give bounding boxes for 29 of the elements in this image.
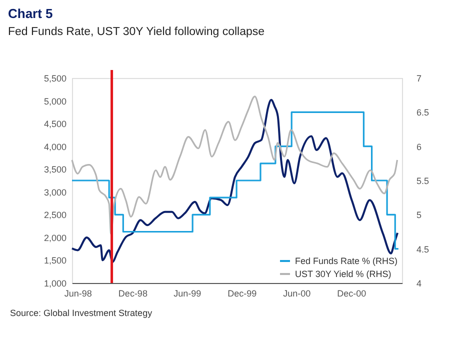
x-tick-label: Jun-98 — [64, 288, 92, 298]
x-tick-label: Jun-00 — [283, 288, 311, 298]
y2-tick-label: 7 — [416, 74, 422, 84]
y-tick-label: 3,500 — [44, 164, 66, 175]
chart-title: Chart 5 — [8, 6, 53, 21]
y-tick-label: 5,500 — [44, 74, 66, 84]
y2-tick-label: 5 — [416, 210, 422, 220]
y2-tick-label: 5.5 — [416, 176, 430, 186]
x-tick-label: Dec-98 — [118, 288, 148, 298]
y-tick-label: 4,500 — [44, 119, 66, 130]
y-tick-label: 4,000 — [44, 142, 66, 152]
y2-tick-label: 4.5 — [416, 244, 430, 254]
legend-label: UST 30Y Yield % (RHS) — [295, 269, 392, 279]
y2-tick-label: 6.5 — [416, 108, 430, 118]
y-tick-label: 3,000 — [44, 187, 66, 198]
x-tick-label: Dec-00 — [337, 288, 366, 298]
y-tick-label: 2,000 — [44, 232, 66, 243]
y-tick-label: 2,500 — [44, 210, 66, 220]
y2-tick-label: 6 — [416, 142, 422, 152]
y-tick-label: 5,000 — [44, 96, 66, 106]
line-series — [71, 96, 398, 235]
y2-tick-label: 4 — [416, 278, 422, 288]
legend-label: Fed Funds Rate % (RHS) — [295, 256, 398, 266]
x-tick-label: Dec-99 — [228, 288, 257, 298]
source-note: Source: Global Investment Strategy — [10, 308, 153, 318]
y-tick-label: 1,500 — [44, 256, 66, 266]
x-tick-label: Jun-99 — [174, 288, 202, 298]
y-tick-label: 1,000 — [44, 278, 66, 288]
chart-subtitle: Fed Funds Rate, UST 30Y Yield following collapse — [8, 26, 265, 38]
